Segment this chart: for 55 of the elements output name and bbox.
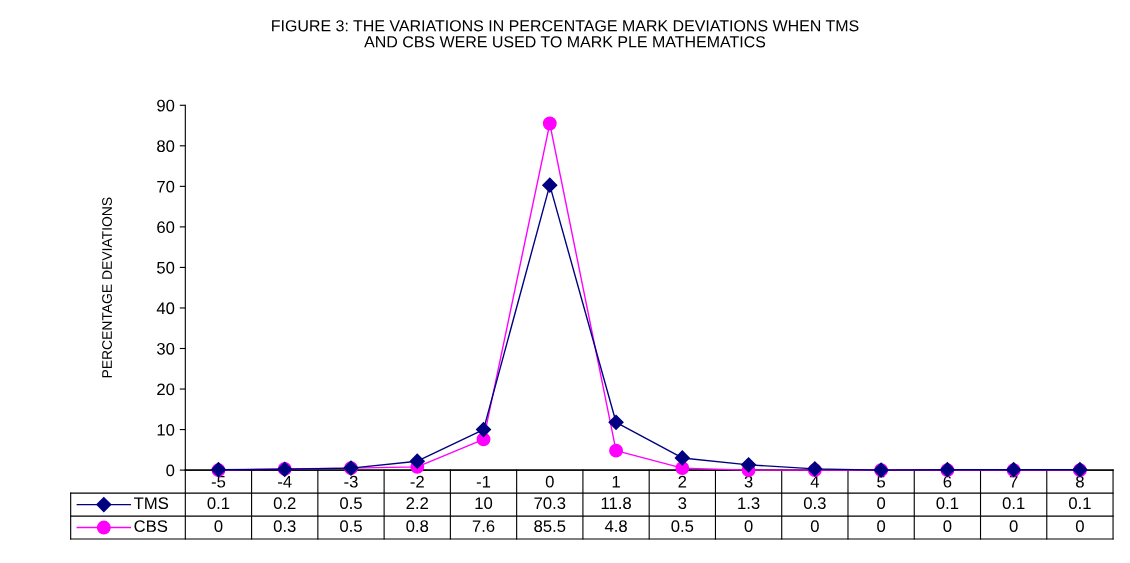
y-tick-label: 60 — [157, 221, 175, 234]
y-tick-label: 70 — [157, 180, 175, 193]
data-label: 0.8 — [406, 520, 429, 533]
data-label: 1.3 — [738, 497, 760, 510]
data-label: 0.5 — [671, 520, 694, 533]
y-tick-label: 30 — [157, 342, 175, 355]
data-label: 0 — [810, 520, 819, 533]
data-label: 0 — [877, 520, 886, 533]
data-label: 10 — [475, 497, 493, 510]
data-label: 0.1 — [1002, 497, 1025, 510]
x-tick-label: 3 — [744, 475, 753, 488]
x-tick-label: 8 — [1076, 475, 1084, 488]
legend-label: TMS — [134, 497, 169, 510]
y-tick-label: 20 — [157, 383, 175, 396]
x-tick-label: 2 — [678, 475, 687, 488]
x-tick-label: -1 — [476, 475, 491, 488]
data-label: 2.2 — [406, 497, 428, 509]
y-axis-title: PERCENTAGE DEVIATIONS — [102, 197, 112, 378]
y-tick-label: 0 — [166, 464, 175, 477]
data-label: 0.1 — [1068, 497, 1091, 510]
data-label: 85.5 — [534, 520, 566, 533]
data-label: 0.5 — [340, 520, 362, 533]
data-label: 3 — [678, 497, 687, 510]
x-tick-label: 0 — [545, 475, 554, 488]
x-tick-label: 4 — [810, 475, 819, 488]
data-label: 11.8 — [601, 497, 631, 510]
x-tick-label: -4 — [278, 475, 292, 488]
y-tick-label: 10 — [157, 423, 175, 436]
y-tick-label: 90 — [157, 99, 175, 112]
y-tick-label: 80 — [157, 140, 175, 153]
data-label: 0.3 — [803, 497, 826, 510]
x-tick-label: -3 — [344, 475, 358, 488]
data-label: 0 — [943, 520, 952, 533]
data-label: 0.2 — [273, 497, 296, 510]
x-tick-label: 1 — [612, 475, 620, 488]
x-tick-label: 6 — [943, 475, 952, 488]
data-label: 0.1 — [207, 497, 230, 510]
y-tick-label: 50 — [157, 261, 175, 274]
data-label: 0 — [1075, 520, 1084, 533]
y-tick-label: 40 — [156, 302, 175, 315]
data-label: 0 — [877, 497, 886, 510]
data-label: 0.1 — [936, 497, 959, 510]
chart-title: FIGURE 3: THE VARIATIONS IN PERCENTAGE MARK DEVIATIONS WHEN TMS AND CBS WERE USED TO MARK PLE MATHEMATICS — [272, 20, 859, 48]
legend-label: CBS — [134, 520, 168, 533]
x-tick-label: -2 — [410, 475, 424, 488]
data-label: 7.6 — [472, 520, 495, 533]
data-label: 0.5 — [340, 497, 362, 510]
x-tick-label: 7 — [1009, 475, 1018, 488]
data-label: 0 — [744, 520, 753, 533]
data-label: 0 — [1009, 520, 1018, 533]
x-tick-label: -5 — [211, 475, 226, 488]
data-label: 4.8 — [604, 520, 627, 533]
data-label: 0 — [214, 520, 223, 533]
data-label: 70.3 — [534, 497, 566, 510]
data-label: 0.3 — [273, 520, 296, 533]
